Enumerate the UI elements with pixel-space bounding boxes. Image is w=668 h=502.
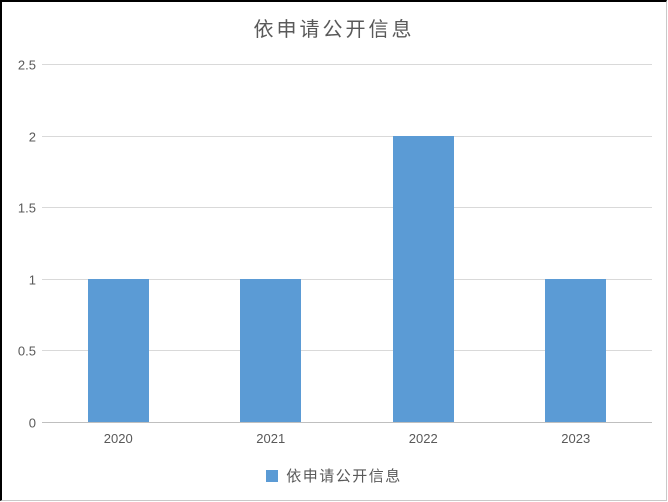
gridline bbox=[42, 135, 652, 137]
chart-title: 依申请公开信息 bbox=[253, 19, 415, 41]
gridline bbox=[42, 422, 652, 423]
bar bbox=[87, 279, 149, 422]
bar bbox=[545, 279, 607, 422]
gridline bbox=[42, 64, 652, 65]
x-tick-label: 2021 bbox=[256, 431, 286, 446]
legend: 依申请公开信息 bbox=[2, 465, 666, 486]
y-tick-label: 0.5 bbox=[17, 343, 36, 359]
y-tick-label: 1 bbox=[28, 272, 36, 288]
y-tick-label: 2 bbox=[28, 129, 36, 145]
bar bbox=[392, 136, 454, 422]
y-tick-label: 1.5 bbox=[17, 200, 36, 216]
bar-slot bbox=[347, 65, 500, 422]
y-tick-label: 2.5 bbox=[17, 57, 36, 73]
bar-slot bbox=[42, 65, 195, 422]
x-tick-label: 2020 bbox=[103, 431, 133, 446]
gridline bbox=[42, 278, 652, 280]
gridline bbox=[42, 350, 652, 352]
bars-container bbox=[42, 65, 652, 422]
bar-slot bbox=[195, 65, 348, 422]
y-tick-label: 0 bbox=[28, 415, 36, 431]
x-tick-label: 2022 bbox=[408, 431, 438, 446]
bar-slot bbox=[500, 65, 653, 422]
bar bbox=[240, 279, 302, 422]
legend-label: 依申请公开信息 bbox=[286, 468, 402, 485]
x-axis: 2020 2021 2022 2023 bbox=[42, 431, 652, 446]
plot-area bbox=[42, 64, 652, 423]
x-tick-label: 2023 bbox=[561, 431, 591, 446]
gridline bbox=[42, 207, 652, 209]
y-axis: 0 0.5 1 1.5 2 2.5 bbox=[2, 58, 36, 431]
legend-swatch-icon bbox=[266, 469, 279, 482]
